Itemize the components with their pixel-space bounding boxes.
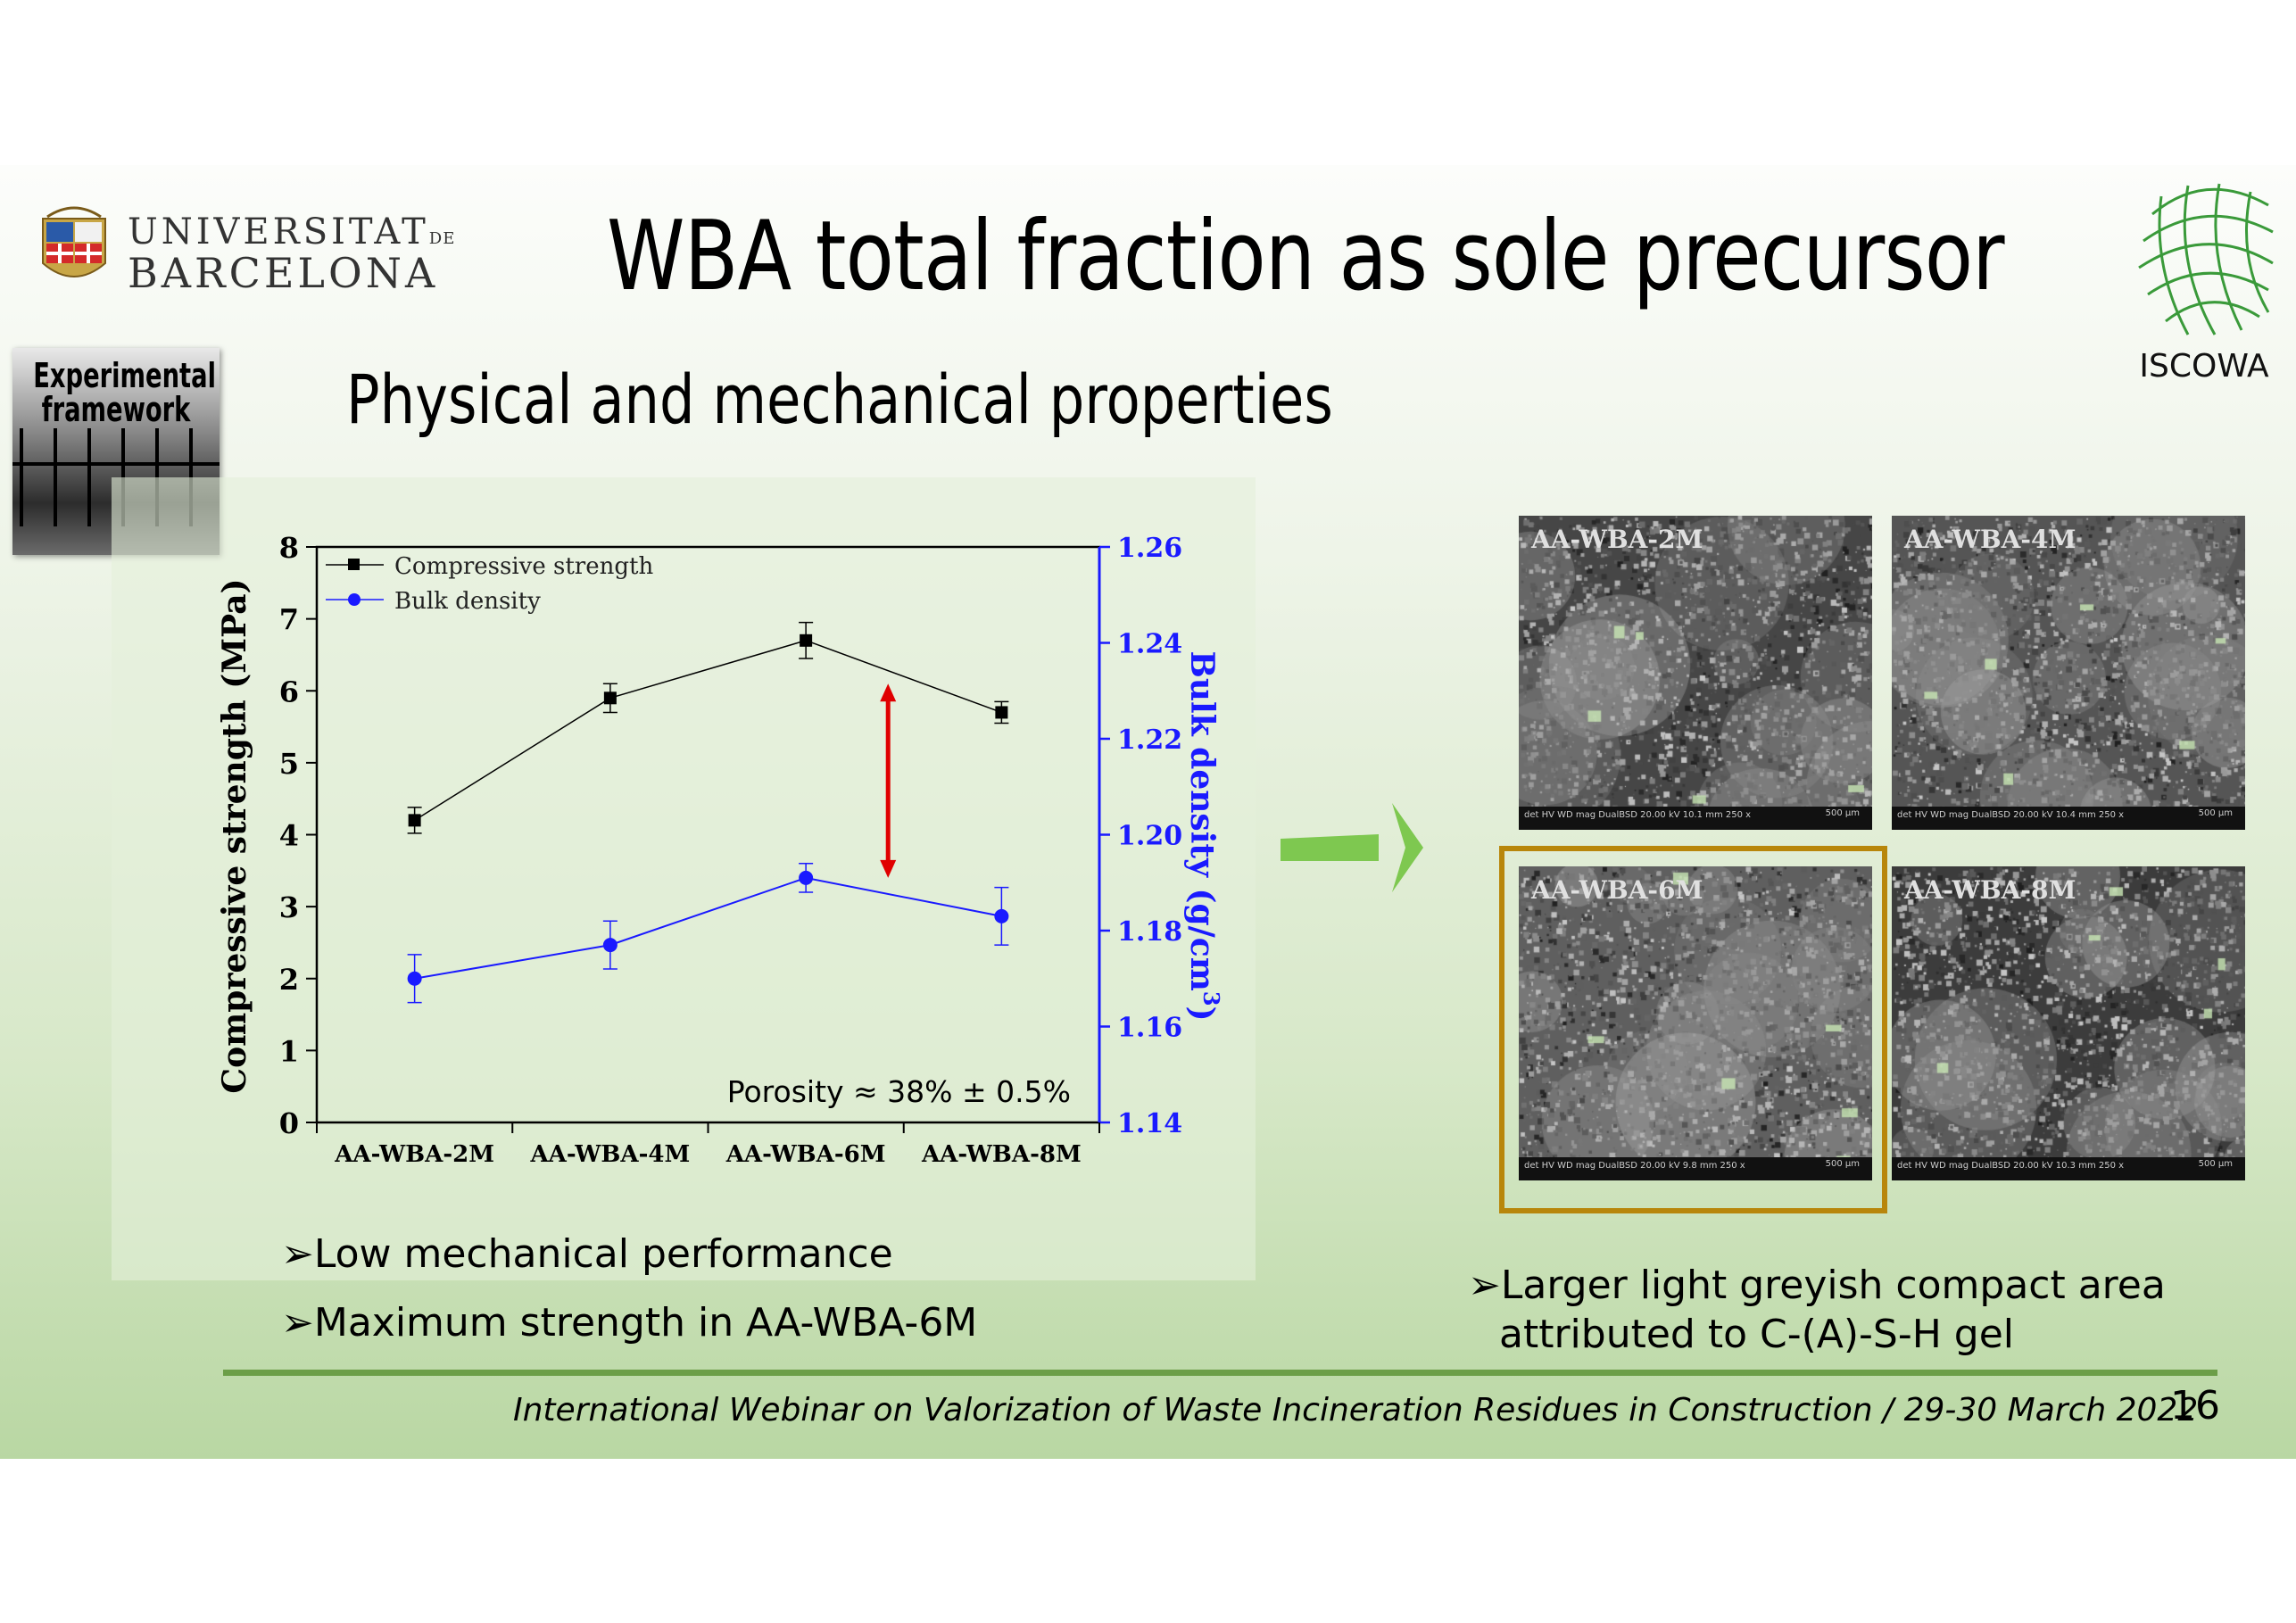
- green-arrow-icon: [1281, 803, 1423, 892]
- slide-subtitle: Physical and mechanical properties: [346, 360, 1333, 439]
- plot-frame: [315, 545, 1101, 1124]
- series-line-strength: [414, 640, 1002, 822]
- bullet-low-performance: ➢Low mechanical performance: [281, 1231, 893, 1277]
- y-axis-right-title: Bulk density (g/cm3): [1183, 650, 1224, 1021]
- data-point-strength: [408, 814, 421, 827]
- chart-legend: Compressive strength Bulk density: [326, 553, 653, 615]
- sem-image-4m[interactable]: AA-WBA-4M det HV WD mag DualBSD 20.00 kV …: [1892, 516, 2245, 830]
- x-tick-label: AA-WBA-6M: [725, 1141, 886, 1168]
- left-tick-label: 0: [279, 1106, 299, 1140]
- left-tick-label: 6: [279, 675, 299, 708]
- data-point-density: [407, 971, 422, 986]
- series-layer: [407, 621, 1009, 1004]
- x-axis-ticks: AA-WBA-2M AA-WBA-4M AA-WBA-6M AA-WBA-8M: [316, 1122, 1100, 1168]
- porosity-annotation: Porosity ≈ 38% ± 0.5%: [727, 1074, 1071, 1109]
- sem-image-2m[interactable]: AA-WBA-2M det HV WD mag DualBSD 20.00 kV …: [1519, 516, 1872, 830]
- sem-info-bar: det HV WD mag DualBSD 20.00 kV 9.8 mm 25…: [1519, 1157, 1872, 1180]
- highlight-frame-6m: [1499, 846, 1887, 1213]
- sem-label: AA-WBA-2M: [1531, 525, 1703, 554]
- sem-scale-label: 500 µm: [1825, 1159, 1860, 1169]
- data-point-strength: [800, 633, 813, 647]
- slide-title: WBA total fraction as sole precursor: [607, 201, 2005, 312]
- dual-axis-line-chart: 0 1 2 3 4 5 6 7 8 1.14 1.16 1.18 1.20 1.22 1.24 1.26 A…: [216, 531, 1224, 1168]
- sem-label: AA-WBA-8M: [1904, 875, 2076, 905]
- sem-info-bar: det HV WD mag DualBSD 20.00 kV 10.4 mm 2…: [1892, 807, 2245, 830]
- series-line-density: [414, 876, 1002, 980]
- red-arrow-head-bottom: [880, 859, 897, 878]
- left-tick-label: 3: [279, 890, 299, 924]
- data-point-density: [602, 938, 618, 953]
- left-tick-label: 8: [279, 531, 299, 565]
- university-name-line2: BARCELONA: [128, 249, 439, 297]
- x-tick-label: AA-WBA-8M: [921, 1141, 1082, 1168]
- left-tick-label: 7: [279, 603, 299, 637]
- x-tick-label: AA-WBA-2M: [334, 1141, 494, 1168]
- red-arrow-head-top: [880, 683, 897, 702]
- iscowa-mesh-icon: [2138, 183, 2274, 335]
- sem-label: AA-WBA-4M: [1904, 525, 2076, 554]
- bullet-light-greyish: ➢Larger light greyish compact area: [1468, 1263, 2166, 1308]
- right-axis-ticks: 1.14 1.16 1.18 1.20 1.22 1.24 1.26: [1099, 533, 1182, 1139]
- left-tick-label: 2: [279, 963, 299, 997]
- right-tick-label: 1.20: [1117, 821, 1182, 852]
- footer-divider: [223, 1370, 2217, 1376]
- data-point-density: [994, 908, 1009, 923]
- left-axis-ticks: 0 1 2 3 4 5 6 7 8: [279, 531, 317, 1140]
- footer-text: International Webinar on Valorization of…: [513, 1392, 2199, 1428]
- sem-label: AA-WBA-6M: [1531, 875, 1703, 905]
- sem-texture: [1519, 516, 1872, 830]
- legend-marker-density: [348, 593, 361, 606]
- page-number: 16: [2170, 1383, 2220, 1428]
- sem-info-bar: det HV WD mag DualBSD 20.00 kV 10.3 mm 2…: [1892, 1157, 2245, 1180]
- iscowa-logo: ISCOWA: [2124, 178, 2284, 385]
- x-tick-label: AA-WBA-4M: [530, 1141, 691, 1168]
- legend-label-strength: Compressive strength: [394, 553, 653, 580]
- data-point-density: [799, 870, 814, 885]
- sem-scale-label: 500 µm: [1825, 808, 1860, 818]
- right-tick-label: 1.18: [1117, 916, 1182, 948]
- sem-info-bar: det HV WD mag DualBSD 20.00 kV 10.1 mm 2…: [1519, 807, 1872, 830]
- badge-line1: Experimental: [33, 356, 216, 395]
- sem-texture: [1892, 516, 2245, 830]
- bullet-max-strength: ➢Maximum strength in AA-WBA-6M: [281, 1300, 978, 1346]
- data-point-strength: [603, 691, 617, 705]
- right-tick-label: 1.26: [1117, 533, 1182, 564]
- sem-texture: [1519, 866, 1872, 1180]
- y-axis-left-title: Compressive strength (MPa): [216, 578, 253, 1093]
- university-name-line1: UNIVERSITATDE: [128, 211, 456, 253]
- sem-info-text: det HV WD mag DualBSD 20.00 kV 10.3 mm 2…: [1897, 1161, 2125, 1171]
- right-tick-label: 1.14: [1117, 1108, 1182, 1139]
- sem-image-8m[interactable]: AA-WBA-8M det HV WD mag DualBSD 20.00 kV …: [1892, 866, 2245, 1180]
- chart-panel: [112, 477, 1256, 1280]
- right-tick-label: 1.24: [1117, 629, 1182, 660]
- left-tick-label: 5: [279, 747, 299, 781]
- iscowa-label: ISCOWA: [2139, 348, 2269, 385]
- legend-label-density: Bulk density: [394, 588, 541, 615]
- left-tick-label: 4: [279, 819, 299, 853]
- sem-image-6m[interactable]: AA-WBA-6M det HV WD mag DualBSD 20.00 kV …: [1519, 866, 1872, 1180]
- badge-line2: framework: [41, 390, 191, 429]
- sem-info-text: det HV WD mag DualBSD 20.00 kV 10.1 mm 2…: [1524, 810, 1752, 820]
- legend-marker-strength: [348, 559, 360, 570]
- data-point-strength: [995, 706, 1008, 719]
- sem-scale-label: 500 µm: [2198, 808, 2233, 818]
- sem-texture: [1892, 866, 2245, 1180]
- sem-info-text: det HV WD mag DualBSD 20.00 kV 10.4 mm 2…: [1897, 810, 2125, 820]
- right-tick-label: 1.16: [1117, 1013, 1182, 1044]
- left-tick-label: 1: [279, 1034, 299, 1068]
- sem-scale-label: 500 µm: [2198, 1159, 2233, 1169]
- university-crest-icon: [42, 206, 106, 277]
- sem-info-text: det HV WD mag DualBSD 20.00 kV 9.8 mm 25…: [1524, 1161, 1745, 1171]
- bullet-csh-gel: attributed to C-(A)-S-H gel: [1499, 1312, 2015, 1357]
- university-logo: UNIVERSITATDE BARCELONA: [34, 192, 454, 299]
- slide: UNIVERSITATDE BARCELONA WBA total fracti…: [0, 165, 2296, 1459]
- right-tick-label: 1.22: [1117, 725, 1182, 756]
